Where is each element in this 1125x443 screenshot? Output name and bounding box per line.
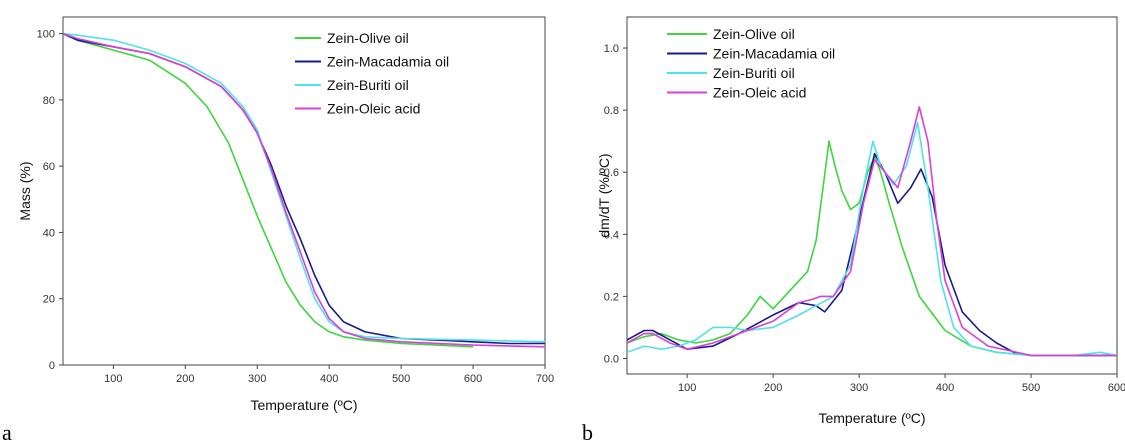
x-tick-label: 500 <box>1022 382 1040 394</box>
y-tick-label: 0.0 <box>604 353 619 365</box>
y-tick-label: 100 <box>37 29 55 41</box>
x-tick-label: 500 <box>392 373 410 385</box>
series-line-zein-buriti-oil <box>63 32 545 343</box>
legend-entry-zein-olive-oil: Zein-Olive oil <box>713 26 795 42</box>
series-line-zein-oleic-acid <box>627 106 1117 357</box>
x-tick-label: 200 <box>764 382 782 394</box>
plot-frame <box>62 16 546 366</box>
x-tick-label: 700 <box>536 373 554 385</box>
y-tick-label: 0 <box>49 360 55 372</box>
series-line-zein-buriti-oil <box>627 121 1117 357</box>
series-line-zein-macadamia-oil <box>627 152 1117 357</box>
y-tick-label: 0.2 <box>604 291 619 303</box>
x-tick-label: 600 <box>1108 382 1125 394</box>
panel-b: 100 200 300 400 500 600 0.0 0.2 0.4 0.6 0.8 1.0 Temp… <box>582 16 1125 443</box>
y-tick-label: 1.0 <box>604 43 619 55</box>
y-tick-label: 80 <box>43 95 55 107</box>
plot-frame <box>626 16 1118 375</box>
x-tick-label: 100 <box>678 382 696 394</box>
x-tick-label: 400 <box>936 382 954 394</box>
series-line-zein-oleic-acid <box>63 32 545 348</box>
y-tick-label: 40 <box>43 227 55 239</box>
y-tick-label: 20 <box>43 294 55 306</box>
x-tick-label: 300 <box>850 382 868 394</box>
x-tick-label: 300 <box>248 373 266 385</box>
series-group <box>627 106 1117 357</box>
x-tick-label: 600 <box>464 373 482 385</box>
legend-entry-zein-oleic-acid: Zein-Oleic acid <box>713 85 806 101</box>
legend-entry-zein-oleic-acid: Zein-Oleic acid <box>327 101 420 117</box>
panel-a: 100 200 300 400 500 600 700 0 20 40 60 80 100 Tempera… <box>2 16 554 443</box>
y-tick-label: 0.8 <box>604 105 619 117</box>
legend-entry-zein-macadamia-oil: Zein-Macadamia oil <box>327 54 449 70</box>
x-tick-label: 100 <box>104 373 122 385</box>
legend-entry-zein-buriti-oil: Zein-Buriti oil <box>713 65 795 81</box>
y-axis-label: dm/dT (%/ºC) <box>596 153 612 237</box>
legend-entry-zein-buriti-oil: Zein-Buriti oil <box>327 77 409 93</box>
y-tick-label: 0.6 <box>604 167 619 179</box>
panel-letter: a <box>2 420 12 443</box>
y-tick-label: 60 <box>43 161 55 173</box>
panel-letter: b <box>582 420 593 443</box>
series-line-zein-olive-oil <box>627 140 1117 357</box>
legend-entry-zein-macadamia-oil: Zein-Macadamia oil <box>713 46 835 62</box>
legend-entry-zein-olive-oil: Zein-Olive oil <box>327 30 409 46</box>
x-tick-label: 400 <box>320 373 338 385</box>
x-axis-label: Temperature (ºC) <box>818 410 925 426</box>
series-group <box>63 32 545 348</box>
series-line-zein-macadamia-oil <box>63 32 545 345</box>
x-tick-label: 200 <box>176 373 194 385</box>
y-tick-label: 0.4 <box>604 229 619 241</box>
series-line-zein-olive-oil <box>63 32 474 348</box>
x-axis-label: Temperature (ºC) <box>250 397 357 413</box>
y-axis-label: Mass (%) <box>17 161 33 220</box>
